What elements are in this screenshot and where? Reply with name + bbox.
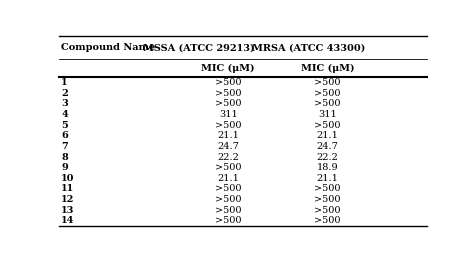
- Text: 24.7: 24.7: [217, 142, 239, 151]
- Text: >500: >500: [215, 78, 241, 87]
- Text: Compound Name: Compound Name: [61, 43, 155, 52]
- Text: >500: >500: [314, 184, 341, 193]
- Text: 311: 311: [219, 110, 237, 119]
- Text: >500: >500: [215, 216, 241, 225]
- Text: >500: >500: [314, 89, 341, 98]
- Text: >500: >500: [215, 163, 241, 172]
- Text: 7: 7: [61, 142, 68, 151]
- Text: 6: 6: [61, 131, 68, 140]
- Text: 13: 13: [61, 206, 74, 215]
- Text: 10: 10: [61, 174, 74, 183]
- Text: 14: 14: [61, 216, 74, 225]
- Text: 21.1: 21.1: [317, 174, 338, 183]
- Text: 2: 2: [61, 89, 68, 98]
- Text: >500: >500: [215, 100, 241, 108]
- Text: >500: >500: [314, 100, 341, 108]
- Text: >500: >500: [314, 78, 341, 87]
- Text: 21.1: 21.1: [317, 131, 338, 140]
- Text: MRSA (ATCC 43300): MRSA (ATCC 43300): [253, 43, 365, 52]
- Text: MSSA (ATCC 29213): MSSA (ATCC 29213): [143, 43, 255, 52]
- Text: 21.1: 21.1: [217, 131, 239, 140]
- Text: >500: >500: [215, 184, 241, 193]
- Text: 12: 12: [61, 195, 74, 204]
- Text: >500: >500: [215, 121, 241, 130]
- Text: 4: 4: [61, 110, 68, 119]
- Text: MIC (μM): MIC (μM): [301, 64, 354, 73]
- Text: 24.7: 24.7: [317, 142, 338, 151]
- Text: >500: >500: [314, 206, 341, 215]
- Text: 18.9: 18.9: [317, 163, 338, 172]
- Text: 8: 8: [61, 153, 68, 162]
- Text: >500: >500: [215, 206, 241, 215]
- Text: 1: 1: [61, 78, 68, 87]
- Text: MIC (μM): MIC (μM): [201, 64, 255, 73]
- Text: 5: 5: [61, 121, 68, 130]
- Text: 3: 3: [61, 100, 68, 108]
- Text: >500: >500: [215, 89, 241, 98]
- Text: 22.2: 22.2: [217, 153, 239, 162]
- Text: 11: 11: [61, 184, 74, 193]
- Text: 22.2: 22.2: [317, 153, 338, 162]
- Text: >500: >500: [314, 121, 341, 130]
- Text: 9: 9: [61, 163, 68, 172]
- Text: >500: >500: [314, 195, 341, 204]
- Text: 311: 311: [318, 110, 337, 119]
- Text: 21.1: 21.1: [217, 174, 239, 183]
- Text: >500: >500: [215, 195, 241, 204]
- Text: >500: >500: [314, 216, 341, 225]
